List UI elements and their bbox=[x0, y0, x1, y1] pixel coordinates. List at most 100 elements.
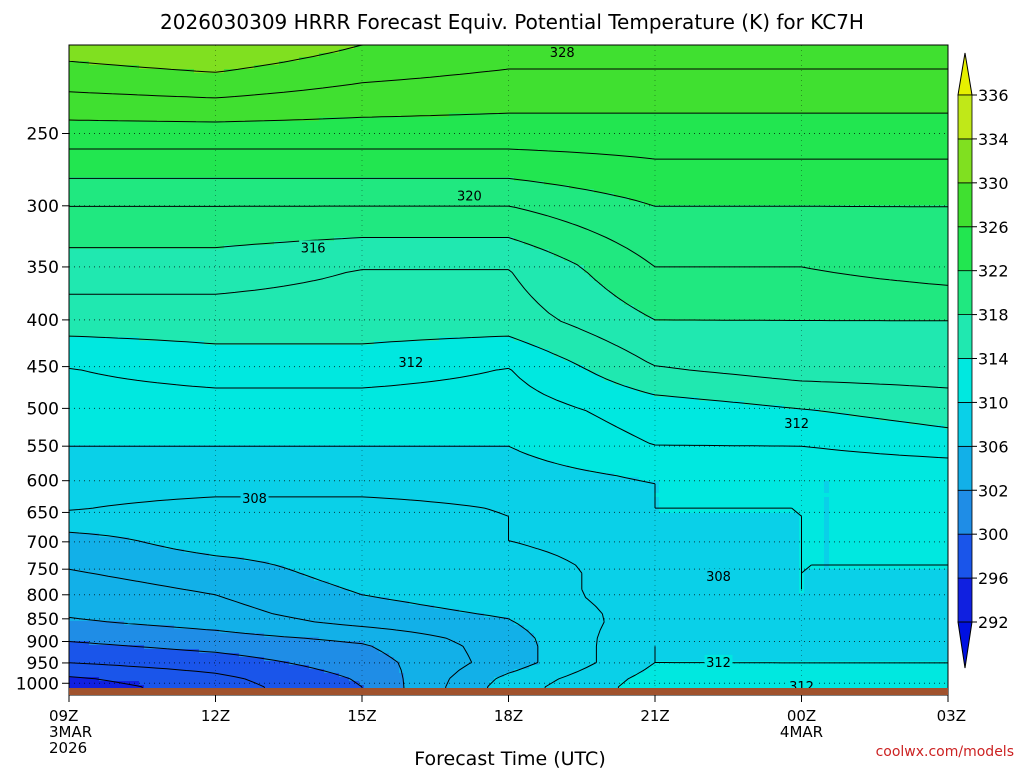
field-cell bbox=[109, 53, 115, 58]
field-cell bbox=[859, 61, 865, 66]
field-cell bbox=[724, 145, 730, 150]
field-cell bbox=[139, 89, 145, 94]
field-cell bbox=[644, 81, 650, 86]
field-cell bbox=[74, 97, 80, 102]
field-cell bbox=[404, 93, 410, 98]
field-cell bbox=[84, 129, 90, 134]
field-cell bbox=[629, 93, 635, 98]
field-cell bbox=[449, 105, 455, 110]
field-cell bbox=[439, 81, 445, 86]
field-cell bbox=[699, 145, 705, 150]
field-cell bbox=[864, 61, 870, 66]
field-cell bbox=[549, 129, 555, 134]
field-cell bbox=[944, 53, 950, 58]
field-cell bbox=[149, 69, 155, 74]
field-cell bbox=[299, 93, 305, 98]
field-cell bbox=[734, 53, 740, 58]
field-cell bbox=[364, 85, 370, 90]
field-cell bbox=[629, 69, 635, 74]
field-cell bbox=[884, 117, 890, 122]
field-cell bbox=[824, 105, 830, 110]
field-cell bbox=[914, 77, 920, 82]
field-cell bbox=[859, 73, 865, 78]
field-cell bbox=[379, 93, 385, 98]
field-cell bbox=[914, 121, 920, 126]
field-cell bbox=[279, 49, 285, 54]
field-cell bbox=[164, 45, 170, 50]
field-cell bbox=[654, 101, 660, 106]
field-cell bbox=[434, 97, 440, 102]
field-cell bbox=[799, 149, 805, 154]
field-cell bbox=[564, 73, 570, 78]
field-cell bbox=[784, 85, 790, 90]
field-cell bbox=[589, 89, 595, 94]
field-cell bbox=[494, 109, 500, 114]
field-cell bbox=[584, 49, 590, 54]
field-cell bbox=[779, 141, 785, 146]
field-cell bbox=[844, 117, 850, 122]
field-cell bbox=[264, 105, 270, 110]
field-cell bbox=[104, 69, 110, 74]
field-cell bbox=[759, 145, 765, 150]
field-cell bbox=[134, 89, 140, 94]
field-cell bbox=[944, 129, 950, 134]
field-cell bbox=[834, 117, 840, 122]
field-cell bbox=[209, 129, 215, 134]
field-cell bbox=[584, 137, 590, 142]
field-cell bbox=[209, 137, 215, 142]
field-cell bbox=[264, 121, 270, 126]
field-cell bbox=[884, 105, 890, 110]
field-cell bbox=[719, 101, 725, 106]
field-cell bbox=[199, 65, 205, 70]
field-cell bbox=[589, 121, 595, 126]
field-cell bbox=[379, 49, 385, 54]
field-cell bbox=[934, 69, 940, 74]
field-cell bbox=[939, 137, 945, 142]
field-cell bbox=[209, 153, 215, 158]
field-cell bbox=[484, 85, 490, 90]
field-cell bbox=[754, 101, 760, 106]
field-cell bbox=[869, 105, 875, 110]
field-cell bbox=[124, 97, 130, 102]
field-cell bbox=[324, 69, 330, 74]
field-cell bbox=[114, 137, 120, 142]
field-cell bbox=[304, 153, 310, 158]
field-cell bbox=[524, 85, 530, 90]
field-cell bbox=[394, 89, 400, 94]
field-cell bbox=[454, 109, 460, 114]
field-cell bbox=[869, 121, 875, 126]
field-cell bbox=[944, 89, 950, 94]
field-cell bbox=[199, 137, 205, 142]
field-cell bbox=[794, 57, 800, 62]
field-cell bbox=[69, 49, 75, 54]
field-cell bbox=[234, 57, 240, 62]
field-cell bbox=[904, 105, 910, 110]
field-cell bbox=[639, 141, 645, 146]
field-cell bbox=[619, 61, 625, 66]
field-cell bbox=[919, 125, 925, 130]
field-cell bbox=[479, 81, 485, 86]
field-cell bbox=[799, 141, 805, 146]
field-cell bbox=[329, 141, 335, 146]
field-cell bbox=[194, 157, 200, 162]
field-cell bbox=[114, 109, 120, 114]
field-cell bbox=[744, 101, 750, 106]
field-cell bbox=[814, 137, 820, 142]
field-cell bbox=[679, 89, 685, 94]
field-cell bbox=[294, 45, 300, 50]
field-cell bbox=[249, 109, 255, 114]
field-cell bbox=[114, 149, 120, 154]
field-cell bbox=[414, 117, 420, 122]
field-cell bbox=[224, 149, 230, 154]
field-cell bbox=[159, 97, 165, 102]
field-cell bbox=[879, 137, 885, 142]
field-cell bbox=[449, 117, 455, 122]
field-cell bbox=[194, 45, 200, 50]
field-cell bbox=[744, 125, 750, 130]
field-cell bbox=[234, 113, 240, 118]
field-cell bbox=[819, 89, 825, 94]
field-cell bbox=[399, 105, 405, 110]
field-cell bbox=[239, 141, 245, 146]
field-cell bbox=[194, 57, 200, 62]
field-cell bbox=[149, 77, 155, 82]
